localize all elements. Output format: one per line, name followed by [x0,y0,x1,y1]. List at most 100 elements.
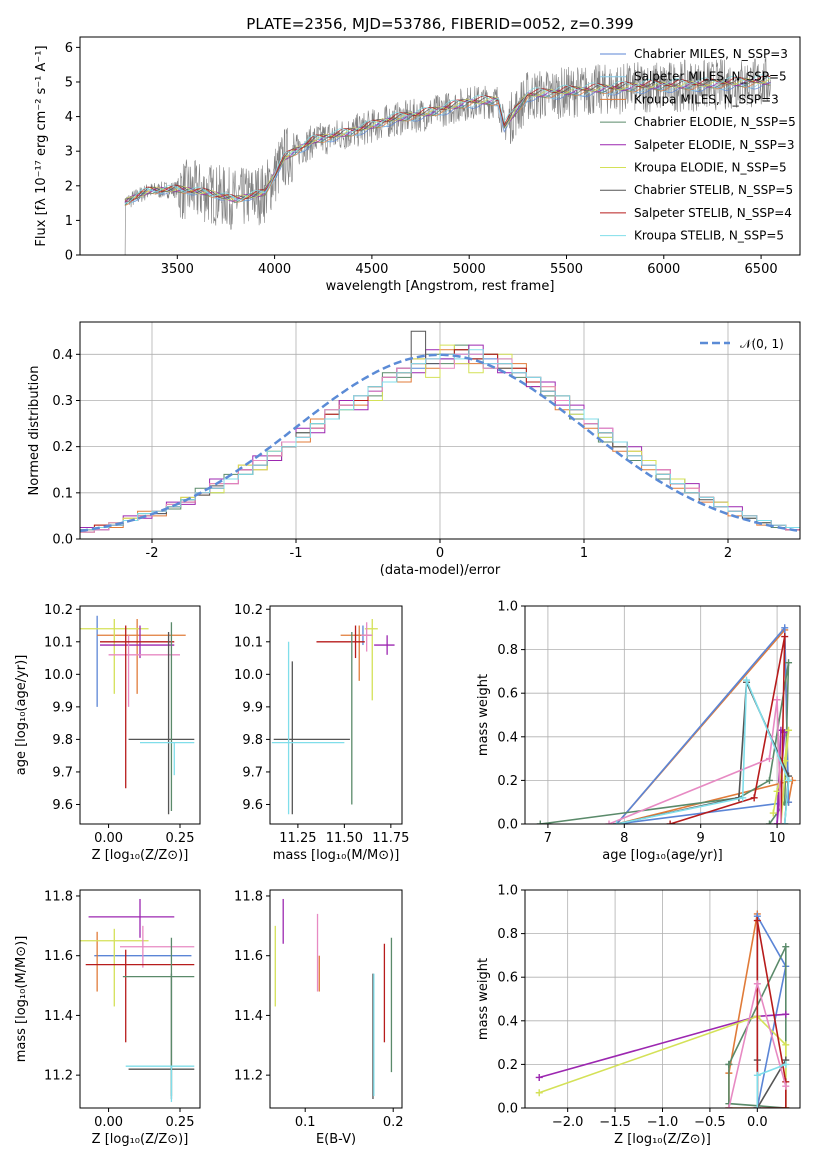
weight-point-marker [739,794,747,802]
y-tick-label: 9.7 [52,765,73,780]
y-tick-label: 9.8 [242,733,263,748]
y-tick-label: 10.1 [234,635,263,650]
y-tick-label: 5 [65,75,73,90]
x-axis-label: mass [log₁₀(M/M⊙)] [273,848,400,863]
x-tick-label: −1.5 [599,1115,631,1130]
x-tick-label: −2.0 [552,1115,584,1130]
weight-point-marker [785,659,793,667]
weight-point-marker [785,726,793,734]
plot-area [270,606,402,824]
x-axis-label: E(B-V) [316,1132,356,1147]
y-axis-label: Flux [fλ 10⁻¹⁷ erg cm⁻² s⁻¹ A⁻¹] [34,45,49,246]
x-tick-label: 0.2 [383,1115,404,1130]
y-tick-label: 0.0 [497,1102,518,1117]
residuals-panel: -2 -1 0 1 2 0.0 0.1 0.2 0.3 0.4 (data-model)/error… [27,321,801,578]
y-tick-label: 0.3 [52,394,73,409]
y-axis-label: mass weight [476,958,491,1040]
weight-series-line [608,699,782,824]
legend-entry: Kroupa ELODIE, N_SSP=5 [634,161,787,175]
axes-frame [269,605,403,825]
x-tick-label: -2 [146,546,159,561]
error-bar [80,928,149,1007]
y-tick-label: 11.8 [44,889,73,904]
weight-point-marker [753,1104,761,1108]
legend-entry: Chabrier MILES, N_SSP=3 [634,47,788,61]
weight-series-line [538,1015,787,1108]
weight-point-marker [782,1041,790,1049]
y-tick-label: 11.6 [44,949,73,964]
y-tick-label: 1.0 [497,600,518,615]
weight-point-marker [753,1071,761,1079]
x-axis-label: Z [log₁₀(Z/Z⊙)] [614,1132,711,1147]
x-tick-label: 9 [697,831,705,846]
plot-content [271,619,395,815]
error-bar [100,625,175,789]
x-tick-label: 0.25 [166,1115,195,1130]
y-tick-label: 9.6 [52,798,73,813]
error-bar [128,632,195,815]
x-tick-label: 6500 [745,262,778,277]
y-tick-label: 9.9 [52,700,73,715]
plot-content [80,330,800,533]
x-tick-label: 0.0 [747,1115,768,1130]
weight-point-marker [781,624,789,632]
plot-content [80,898,195,1103]
legend-entry: Chabrier STELIB, N_SSP=5 [634,183,793,197]
weight-point-marker [769,809,777,817]
weight-point-marker [666,820,674,824]
error-bar [271,641,345,815]
weight-point-marker [613,820,621,824]
weight-point-marker [782,943,790,951]
spectrum-panel: 3500 4000 4500 5000 5500 6000 6500 0 1 2 3 4 5 6 wavel… [34,36,801,294]
plot-area [80,37,800,255]
x-tick-label: 11.25 [279,831,316,846]
x-tick-label: 11.75 [372,831,409,846]
weight-vs-metallicity-panel: −2.0 −1.5 −1.0 −0.5 0.0 0.0 0.2 0.4 0.6 0.8 1.0 Z [… [476,884,801,1147]
plot-content [123,57,771,255]
y-tick-label: 0.2 [497,774,518,789]
x-tick-label: 0.1 [295,1115,316,1130]
y-axis-label: Normed distribution [27,366,42,496]
y-tick-label: 0 [65,249,73,264]
x-tick-label: 0.00 [94,1115,123,1130]
model-spectrum [124,81,771,205]
weight-point-marker [725,1104,733,1108]
y-tick-label: 0.4 [497,1014,518,1029]
legend-entry: Chabrier ELODIE, N_SSP=5 [634,115,796,129]
weight-point-marker [753,917,761,925]
weight-point-marker [773,820,781,824]
legend-entry: Kroupa STELIB, N_SSP=5 [634,229,784,243]
error-bar [120,925,195,968]
axes-frame [269,889,403,1109]
axes-frame [79,605,201,825]
weight-point-marker [535,1073,543,1081]
error-bar [125,1065,195,1103]
figure-title: PLATE=2356, MJD=53786, FIBERID=0052, z=0… [246,15,633,33]
y-tick-label: 10.0 [234,668,263,683]
x-axis-label: Z [log₁₀(Z/Z⊙)] [92,848,189,863]
error-bar [316,625,365,659]
x-tick-label: 5000 [453,262,486,277]
plot-content [80,615,195,815]
weight-point-marker [781,820,789,824]
y-tick-label: 10.2 [44,603,73,618]
weight-point-marker [536,820,544,824]
weight-point-marker [782,1104,790,1108]
weight-point-marker [750,794,758,802]
y-tick-label: 0.2 [52,440,73,455]
x-tick-label: −1.0 [647,1115,679,1130]
y-tick-label: 2 [65,179,73,194]
x-tick-label: 1 [580,546,588,561]
weight-series-line [669,636,786,824]
y-tick-label: 10.2 [234,603,263,618]
weight-point-marker [777,820,785,824]
y-tick-label: 1.0 [497,884,518,899]
y-tick-label: 0.0 [52,533,73,548]
x-axis-label: wavelength [Angstrom, rest frame] [326,279,555,294]
y-tick-label: 11.4 [234,1009,263,1024]
legend-entry: Salpeter ELODIE, N_SSP=3 [634,138,795,152]
x-tick-label: 2 [724,546,732,561]
error-bar [140,742,195,776]
y-tick-label: 0.2 [497,1058,518,1073]
legend-entry: 𝒩(0, 1) [740,337,784,351]
